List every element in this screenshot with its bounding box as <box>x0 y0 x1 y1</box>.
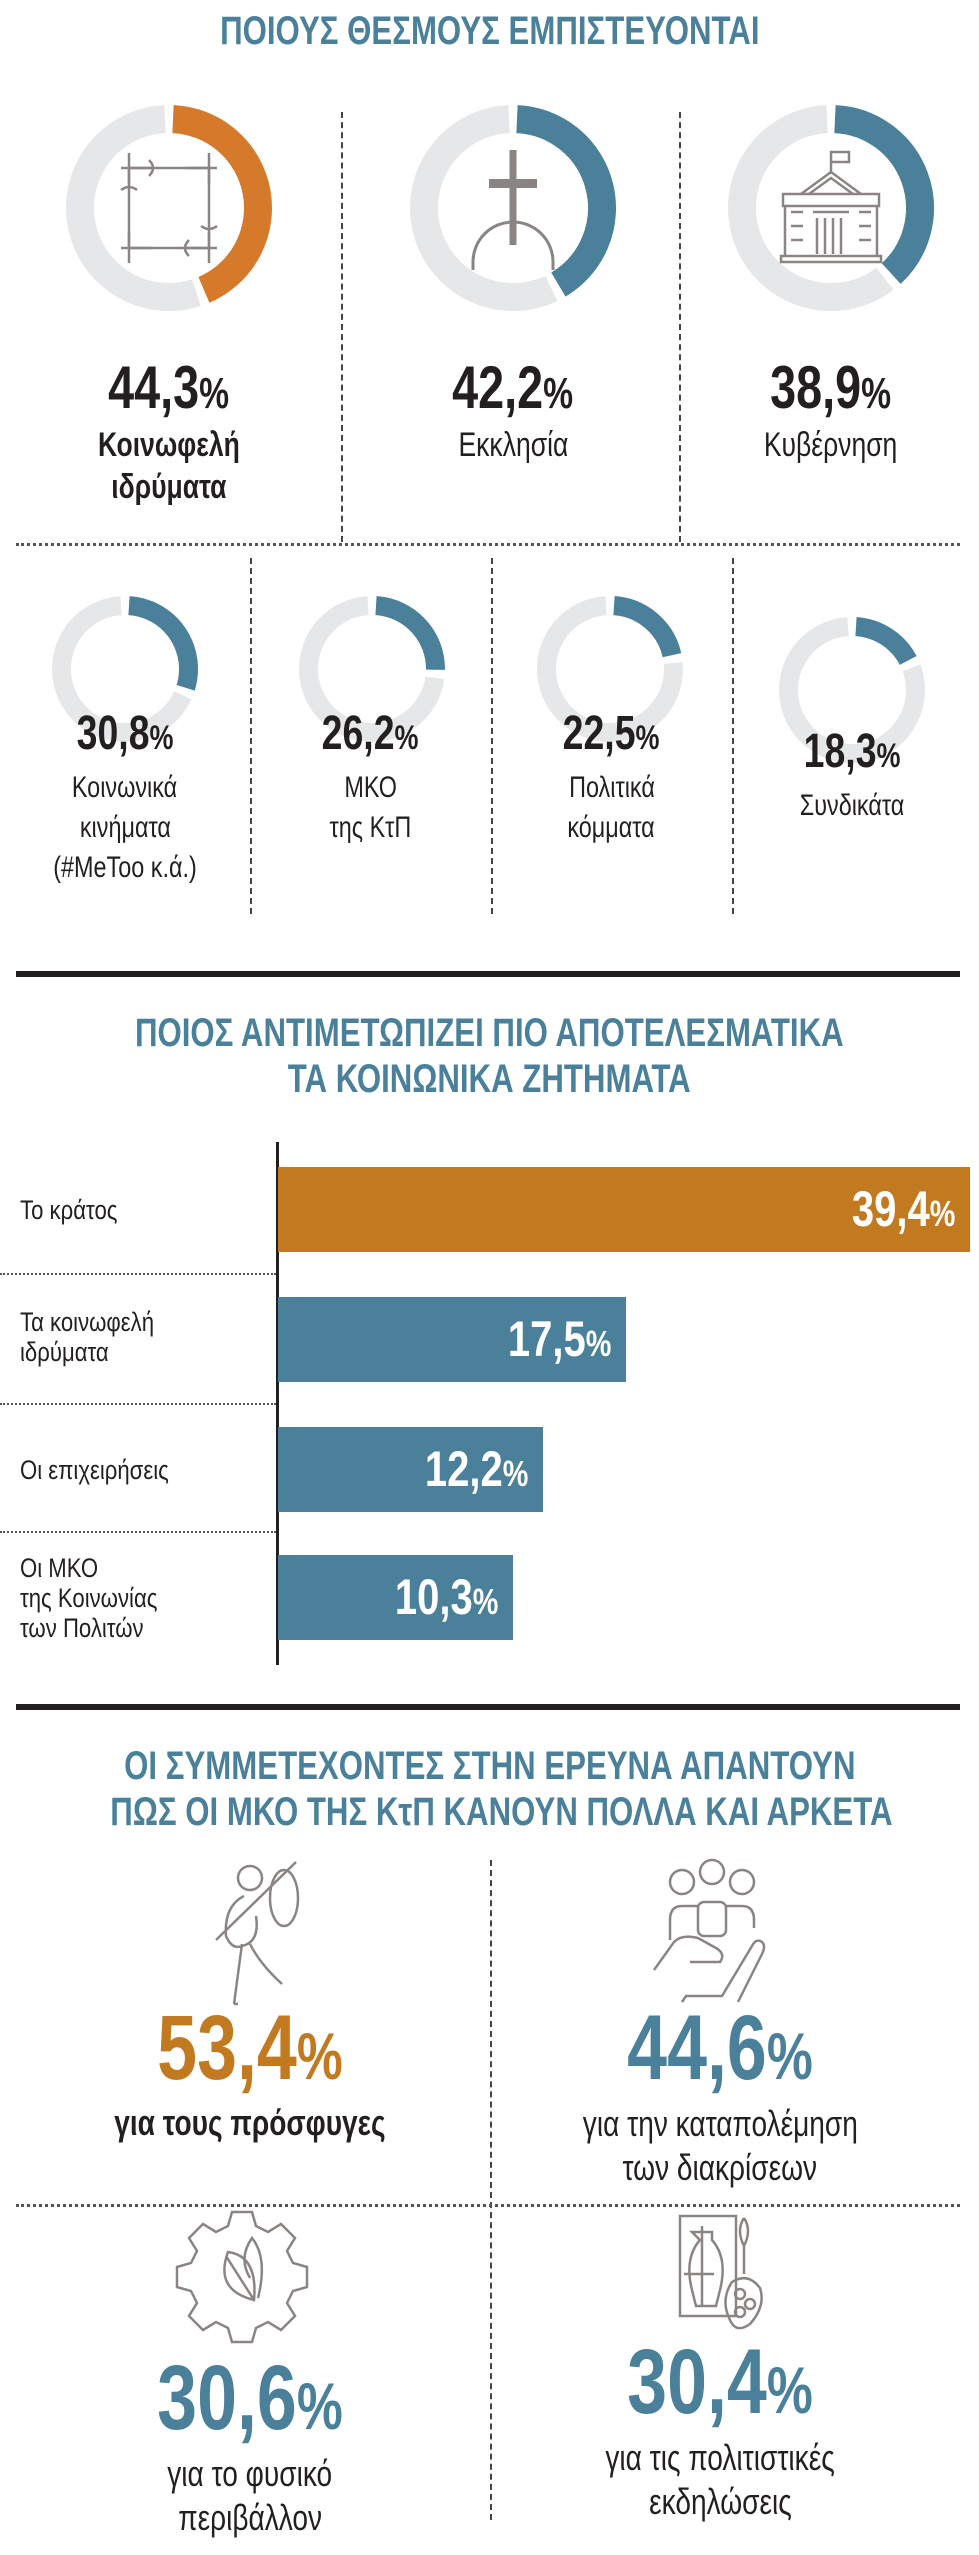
trust-item: 22,5% Πολιτικά κόμματα <box>491 710 732 848</box>
ngo-percent: 30,6% <box>157 2347 343 2449</box>
ngo-item: 30,4% για τις πολιτιστικές εκδηλώσεις <box>500 2336 940 2524</box>
section-divider <box>16 1704 960 1710</box>
donut-value-arc <box>375 596 445 671</box>
divider <box>0 1273 276 1275</box>
ngo-percent: 53,4% <box>157 1997 343 2099</box>
trust-label: Κοινωνικά κινήματα (#MeToo κ.ά.) <box>53 771 197 884</box>
trust-percent: 38,9% <box>770 354 892 421</box>
donut-track <box>66 105 201 311</box>
donut <box>537 596 683 742</box>
trust-percent: 44,3% <box>108 354 230 421</box>
bar-category-label: Οι επιχειρήσεις <box>20 1455 169 1485</box>
bar-category-label: Τα κοινωφελή ιδρύματα <box>20 1307 155 1367</box>
trust-label: ΜΚΟ της ΚτΠ <box>329 771 412 844</box>
divider <box>0 1403 276 1405</box>
bar-value-label: 39,4% <box>852 1181 956 1237</box>
ngo-label: για το φυσικό περιβάλλον <box>167 2453 333 2538</box>
bar: 12,2% <box>278 1427 543 1512</box>
trust-item: 38,9% Κυβέρνηση <box>681 358 979 466</box>
donut-value-arc <box>613 596 682 658</box>
ngo-percent: 30,4% <box>627 2331 813 2433</box>
donut <box>779 617 925 763</box>
trust-label: Πολιτικά κόμματα <box>567 771 656 844</box>
trust-percent: 22,5% <box>563 707 660 760</box>
donut-track <box>410 105 558 311</box>
divider <box>491 558 493 914</box>
ngo-icons <box>175 1858 766 2344</box>
chart-title: ΠΟΙΟΣ ΑΝΤΙΜΕΤΩΠΙΖΕΙ ΠΙΟ ΑΠΟΤΕΛΕΣΜΑΤΙΚΑ ΤΑ… <box>135 1011 844 1101</box>
ngo-label: για τις πολιτιστικές εκδηλώσεις <box>605 2437 835 2522</box>
donut-value-arc <box>833 105 934 284</box>
trust-item: 42,2% Εκκλησία <box>363 358 663 466</box>
trust-item: 44,3% Κοινωφελή ιδρύματα <box>19 358 319 508</box>
trust-percent: 30,8% <box>76 707 174 760</box>
donut-track <box>299 596 445 742</box>
trust-label: Εκκλησία <box>458 426 568 464</box>
donut <box>299 596 445 742</box>
trust-percent: 42,2% <box>452 354 574 421</box>
donut-value-arc <box>171 105 272 303</box>
cross-icon <box>471 150 555 270</box>
divider <box>490 1860 492 2520</box>
bar: 10,3% <box>278 1555 513 1640</box>
divider <box>679 112 681 542</box>
donut <box>728 105 934 311</box>
donut <box>52 596 198 742</box>
ngo-item: 53,4% για τους πρόσφυγες <box>30 2002 470 2144</box>
bar-category-label: Το κράτος <box>20 1195 118 1225</box>
donut-track <box>52 596 192 742</box>
section-divider <box>16 971 960 977</box>
donut-value-arc <box>854 617 917 666</box>
divider <box>732 558 734 914</box>
refugee-icon <box>215 1861 300 2006</box>
divider <box>16 543 960 546</box>
bar: 17,5% <box>278 1297 626 1382</box>
donut-value-arc <box>515 105 616 297</box>
donut-value-arc <box>128 596 198 691</box>
art-palette-icon <box>678 2214 763 2330</box>
trust-percent: 26,2% <box>322 707 419 760</box>
ngo-label: για την καταπολέμηση των διακρίσεων <box>582 2103 858 2188</box>
ngo-item: 30,6% για το φυσικό περιβάλλον <box>30 2352 470 2540</box>
trust-label: Συνδικάτα <box>800 789 905 822</box>
trust-percent: 18,3% <box>804 725 901 778</box>
donut-charts <box>52 105 934 763</box>
donut <box>66 105 272 311</box>
bar: 39,4% <box>278 1167 970 1252</box>
trust-label: Κοινωφελή ιδρύματα <box>98 426 240 506</box>
people-in-hand-icon <box>652 1858 766 2003</box>
donut <box>410 105 616 311</box>
divider <box>341 112 343 542</box>
trust-item: 18,3% Συνδικάτα <box>732 728 973 826</box>
trust-title-text: ΠΟΙΟΥΣ ΘΕΣΜΟΥΣ ΕΜΠΙΣΤΕΥΟΝΤΑΙ <box>219 9 760 53</box>
hands-circle-icon <box>120 153 218 263</box>
bars: 39,4% 17,5% 12,2% 10,3% <box>278 1167 970 1640</box>
donut-track <box>779 617 925 763</box>
donut-track <box>728 105 894 311</box>
trust-label: Κυβέρνηση <box>764 426 898 464</box>
bar-value-label: 12,2% <box>425 1441 529 1497</box>
bar-value-label: 10,3% <box>395 1569 499 1625</box>
ngo-label: για τους πρόσφυγες <box>114 2102 386 2143</box>
donut-track <box>537 596 683 742</box>
divider <box>250 558 252 914</box>
government-building-icon <box>779 150 883 264</box>
chart-axis <box>276 1142 279 1665</box>
ngo-title: ΟΙ ΣΥΜΜΕΤΕΧΟΝΤΕΣ ΣΤΗΝ ΕΡΕΥΝΑ ΑΠΑΝΤΟΥΝ ΠΩΣ… <box>110 1744 893 1834</box>
trust-title: ΠΟΙΟΥΣ ΘΕΣΜΟΥΣ ΕΜΠΙΣΤΕΥΟΝΤΑΙ <box>0 8 979 54</box>
divider <box>0 1531 276 1533</box>
trust-item: 26,2% ΜΚΟ της ΚτΠ <box>250 710 491 848</box>
trust-item: 30,8% Κοινωνικά κινήματα (#MeToo κ.ά.) <box>0 710 250 888</box>
ngo-item: 44,6% για την καταπολέμηση των διακρίσεων <box>500 2002 940 2190</box>
bar-value-label: 17,5% <box>508 1311 612 1367</box>
ngo-percent: 44,6% <box>627 1997 813 2099</box>
gear-leaf-icon <box>175 2210 309 2344</box>
divider <box>16 2204 960 2207</box>
bar-category-label: Οι ΜΚΟ της Κοινωνίας των Πολιτών <box>20 1553 158 1643</box>
